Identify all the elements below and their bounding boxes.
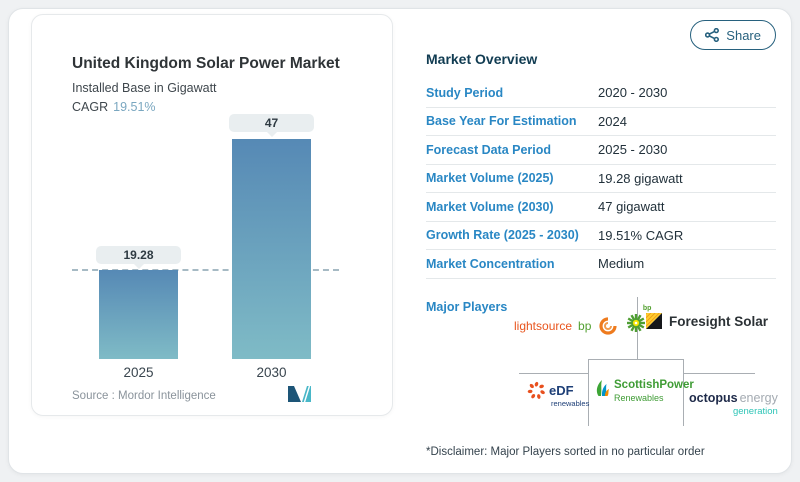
lightsource-wordmark: lightsource [514, 318, 573, 333]
scottishpower-renewables-label: Renewables [614, 393, 664, 403]
table-row: Market Volume (2025) 19.28 gigawatt [426, 165, 776, 193]
value-label-2030: 47 [229, 114, 314, 137]
chart-subtitle: Installed Base in Gigawatt [72, 81, 217, 95]
chart-card: United Kingdom Solar Power Market Instal… [31, 14, 393, 416]
bar-2030 [232, 139, 311, 359]
mordor-intelligence-logo [288, 386, 311, 403]
bp-tiny-label: bp [642, 305, 652, 312]
table-row: Study Period 2020 - 2030 [426, 79, 776, 108]
share-button-label: Share [726, 27, 761, 43]
octopus-energy-wordmark: energy [739, 391, 778, 405]
value-label-2025-text: 19.28 [123, 248, 154, 262]
scottishpower-wordmark: ScottishPower [614, 379, 694, 391]
row-value: 2025 - 2030 [598, 142, 668, 158]
reference-dashed-line [72, 269, 339, 271]
chart-title: United Kingdom Solar Power Market [72, 55, 340, 72]
value-label-pointer [266, 132, 277, 137]
logo-octopus-energy: octopus energy generation [689, 391, 778, 417]
row-value: 19.51% CAGR [598, 227, 684, 243]
source-text: Source : Mordor Intelligence [72, 390, 216, 402]
row-label: Growth Rate (2025 - 2030) [426, 228, 579, 243]
edf-wordmark: eDF [549, 383, 574, 398]
logo-lightsource-bp: lightsource bp bp [514, 305, 651, 339]
main-card: United Kingdom Solar Power Market Instal… [8, 8, 792, 474]
row-value: 19.28 gigawatt [598, 170, 683, 186]
row-value: 2020 - 2030 [598, 85, 668, 101]
share-button[interactable]: Share [690, 20, 776, 50]
x-axis-label-2030: 2030 [256, 365, 287, 380]
row-label: Base Year For Estimation [426, 114, 577, 129]
bar-2025 [99, 270, 178, 359]
x-axis-label-2025: 2025 [123, 365, 154, 380]
table-row: Market Volume (2030) 47 gigawatt [426, 193, 776, 222]
row-label: Market Volume (2025) [426, 171, 554, 186]
value-label-2030-text: 47 [264, 116, 279, 130]
logo-scottishpower-renewables: ScottishPower Renewables [593, 379, 694, 403]
lightsource-swirl-icon [599, 316, 617, 335]
cagr-line: CAGR 19.51% [72, 100, 156, 114]
table-row: Growth Rate (2025 - 2030) 19.51% CAGR [426, 222, 776, 250]
table-row: Market Concentration Medium [426, 250, 776, 279]
scottishpower-text-column: ScottishPower Renewables [614, 379, 694, 403]
octopus-row: octopus energy [689, 391, 778, 405]
row-value: Medium [598, 256, 645, 272]
row-value: 2024 [598, 113, 627, 129]
edf-pinwheel-icon [527, 381, 545, 399]
bp-helios-wrap: bp [625, 305, 651, 339]
market-overview-table: Study Period 2020 - 2030 Base Year For E… [426, 79, 776, 279]
foresight-solar-icon [646, 313, 662, 329]
lightsource-bp-wordmark: bp [578, 318, 592, 333]
octopus-generation-label: generation [732, 406, 778, 417]
table-row: Forecast Data Period 2025 - 2030 [426, 136, 776, 165]
edf-row: eDF [527, 381, 574, 400]
logo-edf-renewables: eDF renewables [527, 381, 589, 408]
octopus-wordmark: octopus [689, 391, 738, 405]
row-label: Forecast Data Period [426, 142, 552, 157]
players-disclaimer: *Disclaimer: Major Players sorted in no … [426, 446, 705, 458]
table-row: Base Year For Estimation 2024 [426, 108, 776, 136]
row-label: Market Concentration [426, 256, 555, 271]
row-label: Market Volume (2030) [426, 199, 554, 214]
major-players-heading: Major Players [426, 300, 508, 314]
cagr-label: CAGR [72, 100, 109, 114]
bp-helios-icon [627, 314, 646, 332]
row-value: 47 gigawatt [598, 199, 665, 215]
row-label: Study Period [426, 85, 504, 100]
market-overview-heading: Market Overview [426, 51, 538, 67]
value-label-pointer [133, 264, 144, 269]
foresight-solar-wordmark: Foresight Solar [669, 313, 769, 329]
value-label-2025: 19.28 [96, 246, 181, 269]
edf-renewables-label: renewables [551, 399, 590, 408]
scottishpower-flame-icon [596, 380, 609, 396]
logo-foresight-solar: Foresight Solar [646, 313, 768, 329]
cagr-value: 19.51% [113, 100, 156, 114]
share-icon [705, 28, 720, 42]
